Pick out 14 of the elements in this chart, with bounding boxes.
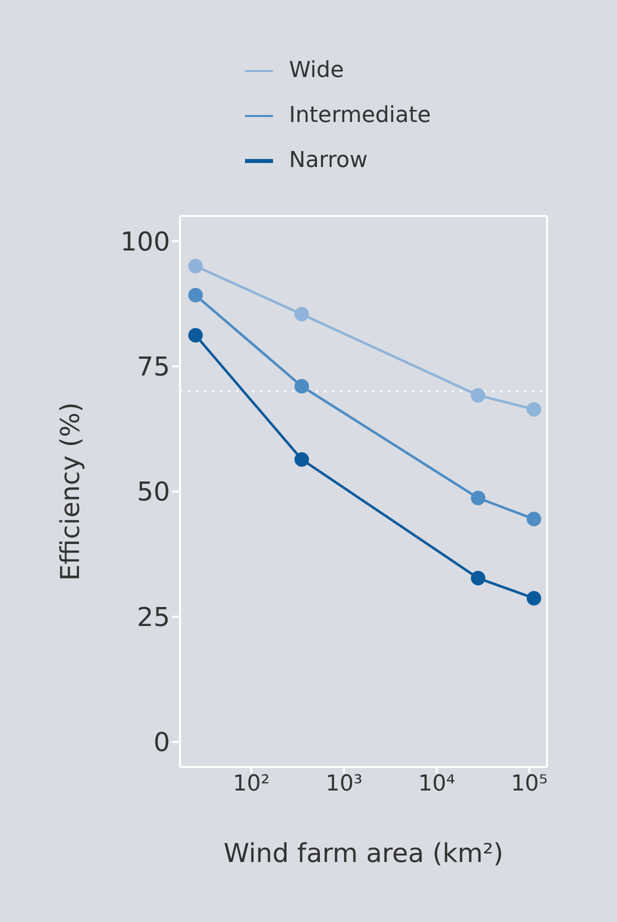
legend-label: Intermediate <box>289 103 431 128</box>
x-tick-label: 10⁵ <box>510 772 548 797</box>
y-tick-label: 100 <box>120 227 170 258</box>
y-tick-label: 25 <box>136 602 170 633</box>
y-tick-label: 75 <box>136 352 170 383</box>
x-tick-label: 10² <box>232 772 270 797</box>
y-axis-title: Efficiency (%) <box>56 402 86 581</box>
legend-label: Wide <box>289 58 344 83</box>
x-tick-label: 10³ <box>326 772 362 797</box>
y-tick-label: 0 <box>153 728 170 758</box>
x-axis-title: Wind farm area (km²) <box>224 839 504 869</box>
legend-label: Narrow <box>289 148 368 173</box>
y-tick-label: 50 <box>136 478 170 508</box>
x-tick-label: 10⁴ <box>418 772 456 797</box>
